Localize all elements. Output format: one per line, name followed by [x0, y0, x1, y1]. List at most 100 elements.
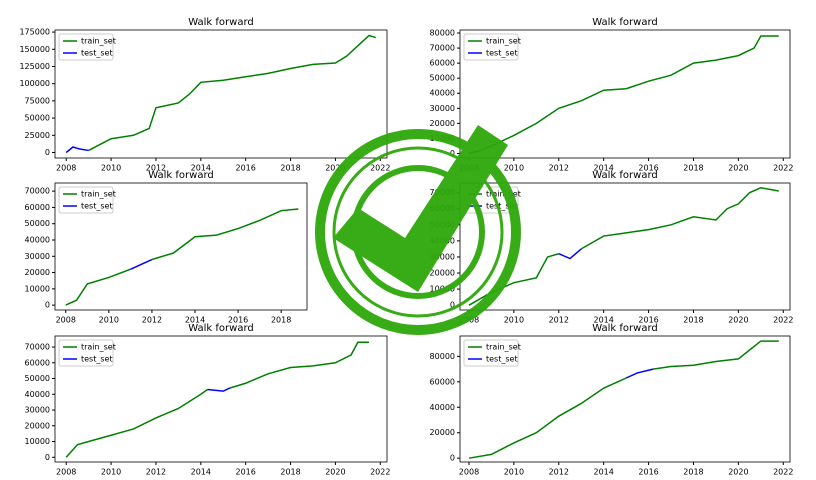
y-tick-label: 30000 [430, 104, 455, 113]
x-tick-label: 2010 [99, 316, 119, 325]
y-tick-label: 80000 [430, 29, 455, 38]
y-tick-label: 30000 [25, 252, 50, 261]
legend-label: test_set [81, 202, 113, 211]
plot-frame [54, 29, 388, 159]
x-tick-label: 2010 [101, 468, 121, 477]
y-tick-label: 60000 [25, 358, 50, 367]
legend-label: train_set [81, 190, 116, 199]
x-tick-label: 2012 [146, 164, 166, 173]
series-line [130, 258, 153, 270]
x-tick-label: 2022 [370, 164, 390, 173]
y-tick-label: 100000 [19, 79, 50, 88]
series-line [65, 146, 89, 154]
x-tick-label: 2022 [773, 468, 793, 477]
x-tick-label: 2016 [638, 468, 658, 477]
x-tick-label: 2016 [638, 164, 658, 173]
legend-label: test_set [486, 202, 518, 211]
x-tick-label: 2010 [101, 164, 121, 173]
y-tick-label: 20000 [430, 269, 455, 278]
x-tick-label: 2016 [235, 468, 255, 477]
x-tick-label: 2020 [728, 316, 748, 325]
x-tick-label: 2018 [280, 468, 300, 477]
legend-label: train_set [81, 37, 116, 46]
legend-label: test_set [81, 355, 113, 364]
x-tick-label: 2010 [504, 164, 524, 173]
y-tick-label: 40000 [430, 89, 455, 98]
y-tick-label: 50000 [430, 74, 455, 83]
y-tick-label: 70000 [25, 343, 50, 352]
x-tick-label: 2018 [683, 468, 703, 477]
x-tick-label: 2018 [271, 316, 291, 325]
y-tick-label: 60000 [25, 203, 50, 212]
x-tick-label: 2012 [142, 316, 162, 325]
y-tick-label: 150000 [19, 45, 50, 54]
y-tick-label: 30000 [430, 252, 455, 261]
x-tick-label: 2016 [638, 316, 658, 325]
y-tick-label: 60000 [430, 59, 455, 68]
x-tick-label: 2008 [56, 316, 76, 325]
x-tick-label: 2022 [773, 316, 793, 325]
x-tick-label: 2020 [325, 468, 345, 477]
y-tick-label: 0 [450, 454, 455, 463]
y-tick-label: 70000 [25, 187, 50, 196]
y-tick-label: 30000 [25, 406, 50, 415]
y-tick-label: 175000 [19, 28, 50, 37]
x-tick-label: 2010 [504, 468, 524, 477]
x-tick-label: 2012 [549, 468, 569, 477]
x-tick-label: 2014 [593, 468, 613, 477]
y-tick-label: 20000 [25, 268, 50, 277]
y-tick-label: 75000 [25, 96, 50, 105]
y-tick-label: 40000 [430, 403, 455, 412]
legend-label: test_set [81, 49, 113, 58]
x-tick-label: 2008 [459, 468, 479, 477]
series-line [88, 34, 377, 152]
y-tick-label: 10000 [25, 437, 50, 446]
y-tick-label: 20000 [25, 421, 50, 430]
y-tick-label: 125000 [19, 62, 50, 71]
x-tick-label: 2014 [593, 316, 613, 325]
y-tick-label: 40000 [25, 390, 50, 399]
x-tick-label: 2014 [191, 164, 211, 173]
y-tick-label: 0 [45, 301, 50, 310]
y-tick-label: 70000 [430, 44, 455, 53]
y-tick-label: 50000 [25, 374, 50, 383]
x-tick-label: 2008 [56, 468, 76, 477]
x-tick-label: 2014 [593, 164, 613, 173]
y-tick-label: 0 [450, 301, 455, 310]
legend-label: train_set [486, 343, 521, 352]
y-tick-label: 80000 [430, 352, 455, 361]
y-tick-label: 60000 [430, 377, 455, 386]
chart-title: Walk forward [592, 170, 657, 181]
plot-frame [459, 29, 791, 159]
plot-frame [459, 182, 791, 311]
series-line [468, 340, 779, 459]
y-tick-label: 10000 [25, 284, 50, 293]
plot-frame [54, 182, 308, 311]
x-tick-label: 2018 [683, 164, 703, 173]
x-tick-label: 2012 [549, 164, 569, 173]
legend-label: train_set [486, 37, 521, 46]
x-tick-label: 2020 [728, 164, 748, 173]
plot-frame [54, 335, 388, 463]
y-tick-label: 0 [45, 148, 50, 157]
y-tick-label: 50000 [25, 219, 50, 228]
x-tick-label: 2022 [773, 164, 793, 173]
chart-title: Walk forward [592, 323, 657, 334]
y-tick-label: 0 [45, 453, 50, 462]
chart-title: Walk forward [188, 17, 253, 28]
legend-label: test_set [486, 49, 518, 58]
y-tick-label: 40000 [25, 235, 50, 244]
chart-title: Walk forward [148, 170, 213, 181]
approval-stamp [315, 125, 521, 335]
stamp-outer-ring [315, 129, 521, 335]
series-line [207, 387, 231, 392]
stamp-thin-ring [332, 146, 504, 318]
chart-title: Walk forward [592, 17, 657, 28]
x-tick-label: 2012 [146, 468, 166, 477]
x-tick-label: 2008 [56, 164, 76, 173]
y-tick-label: 20000 [430, 119, 455, 128]
stamp-checkmark [333, 125, 508, 292]
x-tick-label: 2016 [228, 316, 248, 325]
y-tick-label: 50000 [25, 114, 50, 123]
